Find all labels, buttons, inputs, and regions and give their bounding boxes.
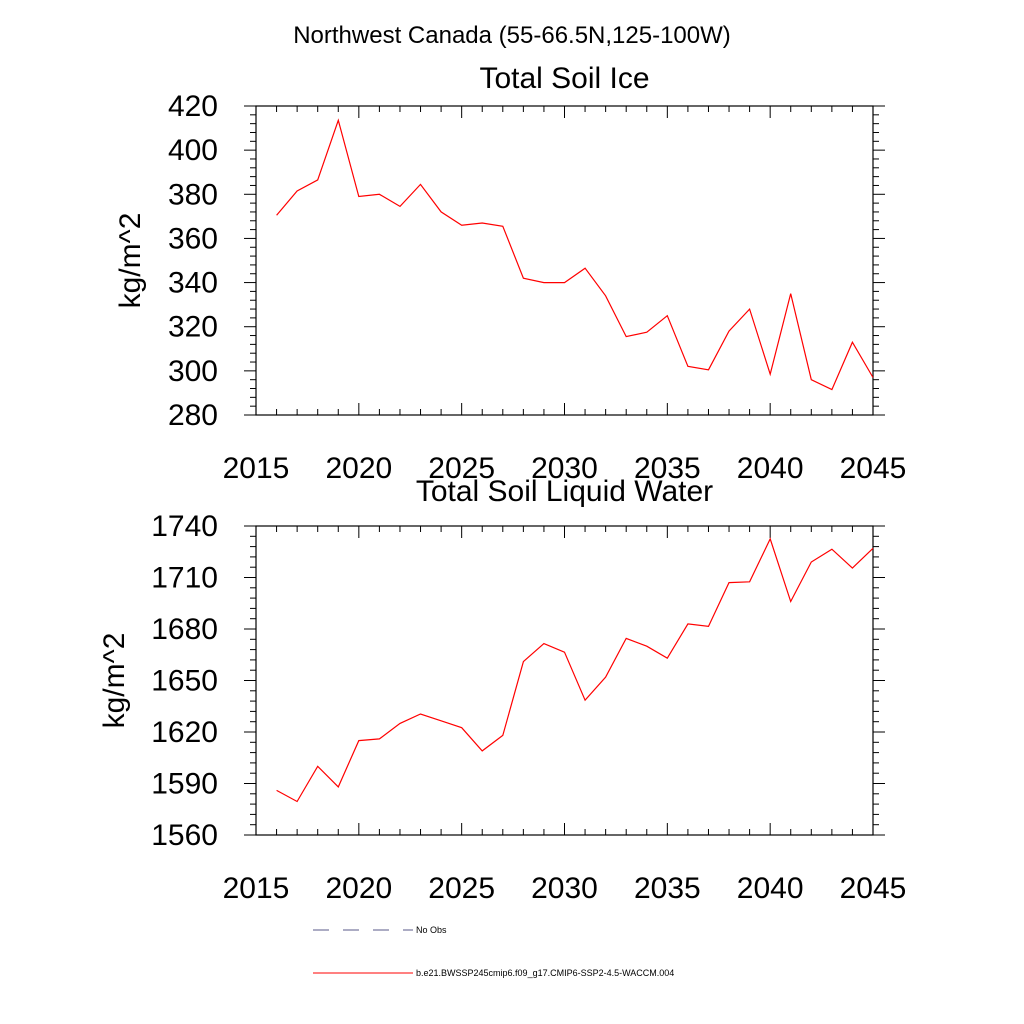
chart-title: Total Soil Ice xyxy=(479,62,649,95)
chart-title: Total Soil Liquid Water xyxy=(416,475,713,508)
y-tick-label: 1620 xyxy=(151,716,218,749)
y-tick-label: 1560 xyxy=(151,819,218,852)
y-tick-label: 340 xyxy=(168,267,218,300)
y-tick-label: 360 xyxy=(168,222,218,255)
legend: No Obs b.e21.BWSSP245cmip6.f09_g17.CMIP6-… xyxy=(313,925,674,978)
x-tick-label: 2040 xyxy=(737,872,804,905)
series-line-1 xyxy=(276,537,874,803)
x-tick-label: 2015 xyxy=(223,872,290,905)
chart-panel-1: Total Soil Ice 2015 2020 2025 2030 2035 2040 20… xyxy=(114,62,906,485)
legend-label: No Obs xyxy=(416,925,447,935)
y-axis-label: kg/m^2 xyxy=(98,633,131,729)
y-tick-label: 280 xyxy=(168,399,218,432)
x-tick-label: 2015 xyxy=(223,452,290,485)
x-tick-label: 2025 xyxy=(428,452,495,485)
x-tick-label: 2035 xyxy=(634,452,701,485)
legend-label: b.e21.BWSSP245cmip6.f09_g17.CMIP6-SSP2-4… xyxy=(416,968,674,978)
chart-panel-2: Total Soil Liquid Water 2015 2020 2025 2030 2… xyxy=(98,475,906,905)
y-tick-label: 420 xyxy=(168,90,218,123)
y-tick-label: 1740 xyxy=(151,510,218,543)
figure-suptitle: Northwest Canada (55-66.5N,125-100W) xyxy=(293,22,731,49)
y-tick-label: 320 xyxy=(168,311,218,344)
y-tick-label: 1650 xyxy=(151,665,218,698)
x-tick-label: 2045 xyxy=(840,872,907,905)
y-tick-label: 1710 xyxy=(151,562,218,595)
series-line-1 xyxy=(276,118,874,391)
x-tick-label: 2045 xyxy=(840,452,907,485)
plot-frame xyxy=(255,105,874,416)
legend-item-1: No Obs xyxy=(313,925,447,935)
plot-frame xyxy=(255,525,874,836)
legend-item-2: b.e21.BWSSP245cmip6.f09_g17.CMIP6-SSP2-4… xyxy=(313,968,674,978)
y-tick-label: 380 xyxy=(168,178,218,211)
y-tick-label: 400 xyxy=(168,134,218,167)
x-tick-label: 2040 xyxy=(737,452,804,485)
y-tick-label: 300 xyxy=(168,355,218,388)
x-tick-label: 2035 xyxy=(634,872,701,905)
x-tick-label: 2030 xyxy=(531,872,598,905)
x-tick-label: 2020 xyxy=(325,452,392,485)
y-axis-label: kg/m^2 xyxy=(114,213,147,309)
y-tick-label: 1680 xyxy=(151,613,218,646)
x-tick-label: 2025 xyxy=(428,872,495,905)
x-tick-label: 2020 xyxy=(325,872,392,905)
y-tick-label: 1590 xyxy=(151,768,218,801)
x-tick-label: 2030 xyxy=(531,452,598,485)
